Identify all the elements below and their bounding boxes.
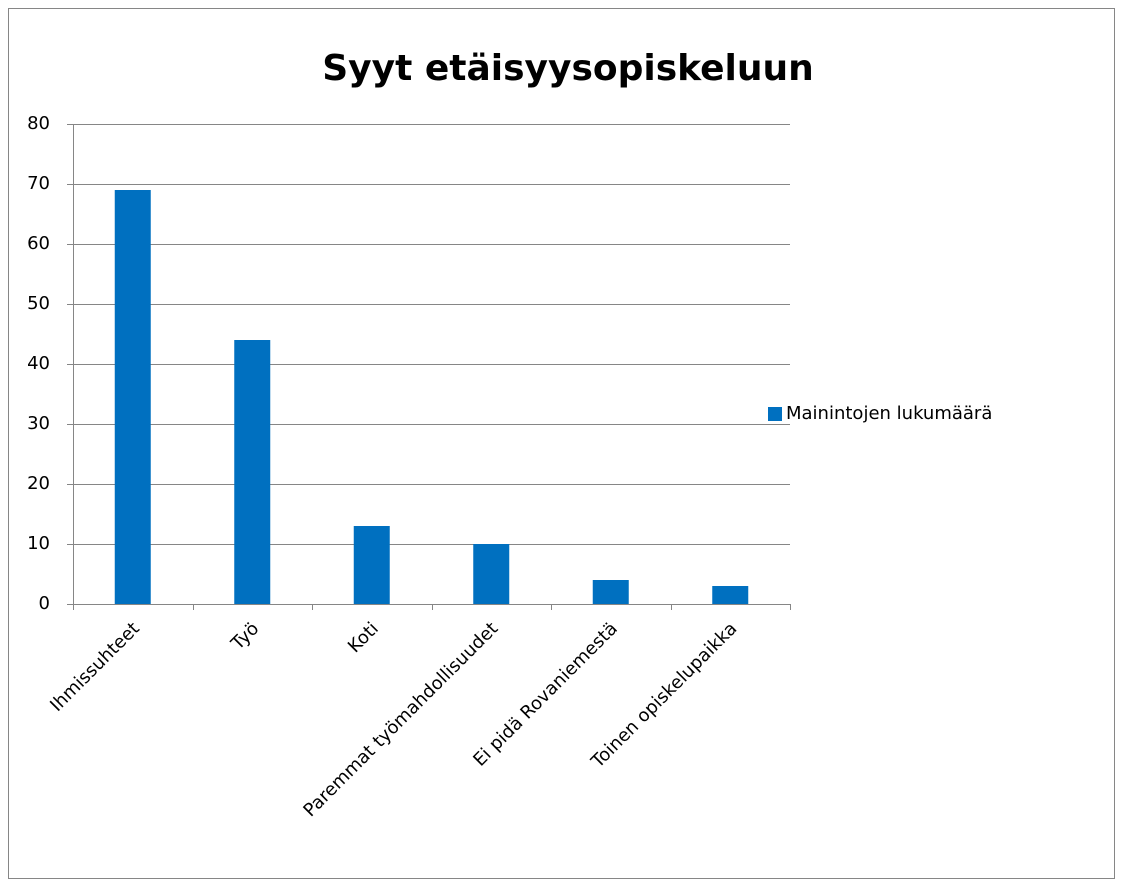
y-tick-label: 0 (39, 593, 50, 614)
bar (353, 526, 390, 604)
y-tick-label: 50 (27, 293, 50, 314)
bar (473, 544, 510, 604)
bar (234, 340, 271, 604)
y-tick-label: 70 (27, 173, 50, 194)
y-tick-label: 80 (27, 113, 50, 134)
legend-label: Mainintojen lukumäärä (786, 403, 992, 424)
legend-swatch (768, 407, 782, 421)
bar (592, 580, 629, 604)
chart-title: Syyt etäisyysopiskeluun (322, 48, 814, 89)
y-tick-label: 10 (27, 533, 50, 554)
y-tick-label: 30 (27, 413, 50, 434)
bar (712, 586, 749, 604)
y-tick-label: 60 (27, 233, 50, 254)
chart-frame (8, 8, 1115, 879)
y-tick-label: 20 (27, 473, 50, 494)
bar (114, 190, 151, 604)
y-tick-label: 40 (27, 353, 50, 374)
